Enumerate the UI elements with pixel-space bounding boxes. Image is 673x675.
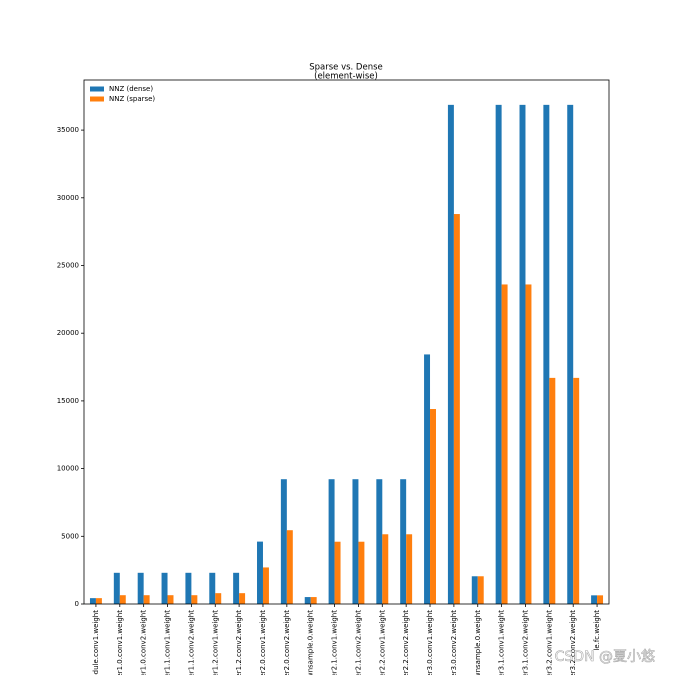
bar bbox=[185, 572, 192, 604]
x-tick-label: yer3.1.conv2.weight bbox=[521, 610, 529, 675]
x-tick-label: le.fc.weight bbox=[593, 610, 601, 651]
legend-swatch bbox=[90, 96, 104, 102]
y-tick-label: 5000 bbox=[61, 532, 79, 540]
x-tick-label: yer2.1.conv1.weight bbox=[331, 610, 339, 675]
y-tick-label: 30000 bbox=[57, 194, 79, 202]
bar bbox=[376, 479, 383, 604]
legend-swatch bbox=[90, 86, 104, 92]
bar bbox=[591, 595, 598, 604]
x-tick-label: yer2.2.conv1.weight bbox=[378, 610, 386, 675]
plot-frame bbox=[83, 79, 610, 605]
x-tick-label: yer3.2.conv2.weight bbox=[569, 610, 577, 675]
bar bbox=[477, 576, 484, 604]
bar bbox=[447, 104, 454, 605]
bar bbox=[310, 597, 317, 604]
chart-subtitle: (element-wise) bbox=[314, 72, 378, 82]
y-tick-label: 10000 bbox=[57, 465, 79, 473]
x-tick-label: yer1.2.conv2.weight bbox=[235, 610, 243, 675]
bar bbox=[519, 104, 526, 605]
y-tick-label: 0 bbox=[75, 600, 79, 608]
x-tick-label: yer1.1.conv1.weight bbox=[164, 610, 172, 675]
x-tick-label: yer2.0.conv2.weight bbox=[283, 610, 291, 675]
x-tick-label: yer2.2.conv2.weight bbox=[402, 610, 410, 675]
bar bbox=[233, 572, 240, 604]
bar bbox=[352, 479, 359, 604]
bar bbox=[113, 572, 120, 604]
bar bbox=[400, 479, 407, 604]
bar bbox=[358, 541, 365, 604]
bar bbox=[209, 572, 216, 604]
x-tick-label: yer3.0.conv1.weight bbox=[426, 610, 434, 675]
x-tick-label: yer1.2.conv1.weight bbox=[211, 610, 219, 675]
bar bbox=[161, 572, 168, 604]
bar bbox=[525, 284, 532, 604]
bar bbox=[286, 530, 293, 604]
x-tick-label: yer3.1.conv1.weight bbox=[498, 610, 506, 675]
bar bbox=[567, 104, 574, 605]
bar bbox=[406, 534, 413, 604]
bar bbox=[453, 214, 460, 604]
x-tick-label: yer3.0.conv2.weight bbox=[450, 610, 458, 675]
bar bbox=[215, 593, 222, 604]
bar bbox=[137, 572, 144, 604]
bar bbox=[262, 567, 269, 604]
x-tick-label: wnsample.0.weight bbox=[474, 610, 482, 675]
y-tick-label: 35000 bbox=[57, 126, 79, 134]
x-tick-label: yer1.0.conv2.weight bbox=[140, 610, 148, 675]
bar bbox=[167, 595, 174, 604]
bar bbox=[424, 354, 431, 604]
bar bbox=[549, 377, 556, 604]
chart-title: Sparse vs. Dense bbox=[309, 63, 383, 73]
bar bbox=[257, 541, 263, 604]
x-tick-label: yer1.1.conv2.weight bbox=[187, 610, 195, 675]
bar bbox=[280, 479, 287, 604]
y-tick-label: 25000 bbox=[57, 261, 79, 269]
bar bbox=[430, 409, 436, 604]
bar bbox=[95, 598, 102, 604]
bar bbox=[543, 104, 550, 605]
bar bbox=[501, 284, 508, 604]
bar bbox=[597, 595, 604, 604]
bar bbox=[573, 377, 580, 604]
x-tick-label: yer2.0.conv1.weight bbox=[259, 610, 267, 675]
legend-label: NNZ (sparse) bbox=[109, 95, 155, 103]
x-tick-label: yer3.2.conv1.weight bbox=[545, 610, 553, 675]
x-tick-label: wnsample.0.weight bbox=[307, 610, 315, 675]
bar bbox=[382, 534, 389, 604]
bar bbox=[239, 593, 246, 604]
bar bbox=[89, 598, 96, 604]
bar bbox=[334, 541, 341, 604]
watermark: CSDN @夏小悠 bbox=[555, 649, 655, 665]
x-tick-label: odule.conv1.weight bbox=[92, 610, 100, 675]
bar bbox=[495, 104, 502, 605]
legend-label: NNZ (dense) bbox=[109, 85, 153, 93]
y-tick-label: 20000 bbox=[57, 329, 79, 337]
x-tick-label: yer1.0.conv1.weight bbox=[116, 610, 124, 675]
y-tick-label: 15000 bbox=[57, 397, 79, 405]
bar bbox=[143, 595, 150, 604]
bar bbox=[119, 595, 126, 604]
bar bbox=[471, 576, 478, 604]
bar bbox=[191, 595, 198, 604]
bar bbox=[328, 479, 335, 604]
bar bbox=[304, 597, 311, 604]
x-tick-label: yer2.1.conv2.weight bbox=[354, 610, 362, 675]
